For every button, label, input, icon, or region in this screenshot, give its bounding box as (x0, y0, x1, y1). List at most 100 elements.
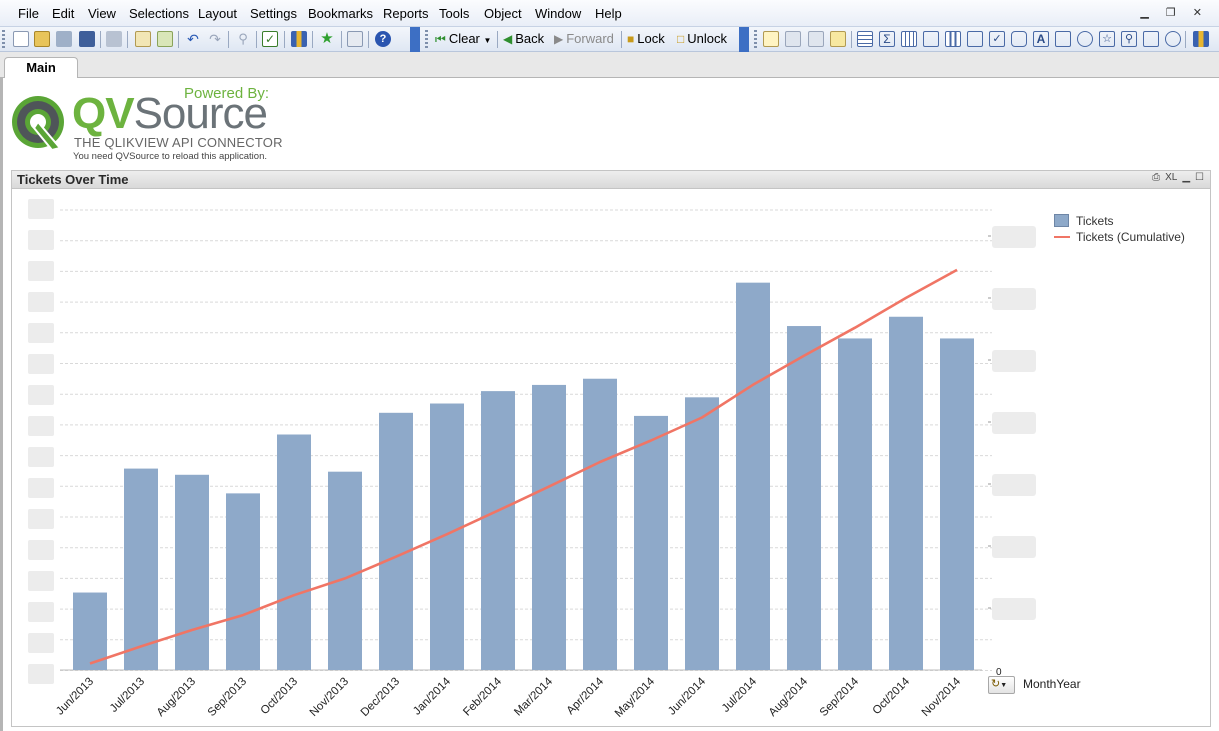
left-axis-label-blurred (28, 602, 54, 622)
x-tick-label: Sep/2013 (206, 676, 249, 719)
left-axis-label-blurred (28, 354, 54, 374)
toolbar-grip[interactable] (754, 30, 757, 49)
slider-object-icon[interactable] (1077, 31, 1093, 47)
bar-oct-2013 (277, 434, 311, 670)
redo-icon[interactable]: ↷ (209, 31, 221, 47)
clear-label: Clear (448, 31, 480, 46)
unlock-icon: □ (677, 32, 685, 46)
help-icon[interactable]: ? (375, 31, 391, 47)
input-box-icon[interactable] (967, 31, 983, 47)
table-box-icon[interactable] (901, 31, 917, 47)
current-selections-icon[interactable]: ✓ (262, 31, 278, 47)
promote-sheet-icon[interactable] (785, 31, 801, 47)
x-tick-label: Jun/2013 (54, 676, 96, 718)
new-document-icon[interactable] (13, 31, 29, 47)
reload-icon[interactable] (56, 31, 72, 47)
legend-item-tickets: Tickets (1054, 213, 1185, 229)
right-axis-zero-label: 0 (996, 667, 1002, 678)
forward-button[interactable]: ▶ Forward (554, 31, 614, 46)
bar-jan-2014 (430, 403, 464, 670)
container-object-icon[interactable] (1143, 31, 1159, 47)
multi-box-icon[interactable] (923, 31, 939, 47)
toolbar-grip[interactable] (425, 30, 428, 49)
clear-button[interactable]: ⏮ Clear ▼ (435, 31, 491, 47)
menu-help[interactable]: Help (595, 6, 622, 21)
toolbar-overflow-dropdown[interactable] (739, 27, 749, 52)
chart-body[interactable]: Jun/2013 Jul/2013 Aug/2013 Sep/2013 Oct/2013… (11, 189, 1211, 727)
toolbar-separator (621, 31, 622, 48)
chart-icon[interactable] (945, 31, 961, 47)
menu-selections[interactable]: Selections (129, 6, 189, 21)
design-grid-icon[interactable] (1193, 31, 1209, 47)
reload-data-icon[interactable] (157, 31, 173, 47)
undo-icon[interactable]: ↶ (187, 31, 199, 47)
back-button[interactable]: ◀ Back (503, 31, 544, 46)
window-controls[interactable]: ▁ ❐ ✕ (1140, 7, 1209, 19)
save-icon[interactable] (79, 31, 95, 47)
menu-file[interactable]: File (18, 6, 39, 21)
new-sheet-icon[interactable] (763, 31, 779, 47)
demote-sheet-icon[interactable] (808, 31, 824, 47)
toolbar-separator (228, 31, 229, 48)
cycle-icon: ↻ (991, 678, 1001, 690)
print-object-icon[interactable]: ⎙ (1152, 172, 1161, 183)
back-arrow-icon: ◀ (503, 32, 513, 46)
menu-settings[interactable]: Settings (250, 6, 297, 21)
legend-line-swatch (1054, 236, 1070, 238)
edit-script-icon[interactable] (135, 31, 151, 47)
left-axis-label-blurred (28, 292, 54, 312)
current-selections-box-icon[interactable]: ✓ (989, 31, 1005, 47)
line-arrow-object-icon[interactable] (1055, 31, 1071, 47)
tab-main[interactable]: Main (4, 57, 78, 79)
unlock-button[interactable]: □ Unlock (677, 31, 727, 46)
brand-source: Source (133, 89, 268, 138)
edit-report-icon[interactable] (347, 31, 363, 47)
statistics-box-icon[interactable]: Σ (879, 31, 895, 47)
toolbar-overflow-dropdown[interactable] (410, 27, 420, 52)
toolbar-separator (284, 31, 285, 48)
chart-svg: Jun/2013 Jul/2013 Aug/2013 Sep/2013 Oct/2013… (28, 199, 1036, 720)
unlock-label: Unlock (687, 31, 727, 46)
left-axis-label-blurred (28, 385, 54, 405)
toolbar-separator (341, 31, 342, 48)
lock-button[interactable]: ■ Lock (627, 31, 665, 46)
bookmark-star-icon[interactable]: ★ (320, 30, 334, 47)
maximize-object-icon[interactable]: ☐ (1195, 172, 1204, 183)
toolbar-grip[interactable] (2, 30, 5, 49)
x-tick-label: Jul/2013 (108, 676, 147, 715)
menu-bar: File Edit View Selections Layout Settings Book… (0, 0, 1219, 27)
cumulative-line (89, 268, 958, 665)
bookmark-object-icon[interactable]: ☆ (1099, 31, 1115, 47)
search-icon[interactable]: ⚲ (238, 31, 248, 46)
print-icon[interactable] (106, 31, 122, 47)
left-axis-label-blurred (28, 447, 54, 467)
open-folder-icon[interactable] (34, 31, 50, 47)
x-tick-label: Aug/2014 (767, 675, 811, 719)
cycle-dimension-button[interactable]: ↻▼ (988, 676, 1015, 694)
menu-edit[interactable]: Edit (52, 6, 75, 21)
chart-wizard-icon[interactable] (291, 31, 307, 47)
menu-reports[interactable]: Reports (383, 6, 429, 21)
send-to-excel-icon[interactable]: XL (1165, 172, 1178, 183)
x-tick-label: Feb/2014 (461, 675, 504, 718)
minimize-object-icon[interactable]: ▁ (1182, 172, 1191, 183)
menu-tools[interactable]: Tools (439, 6, 470, 21)
search-object-icon[interactable]: ⚲ (1121, 31, 1137, 47)
left-axis-label-blurred (28, 664, 54, 684)
left-axis-label-blurred (28, 509, 54, 529)
button-object-icon[interactable] (1011, 31, 1027, 47)
menu-view[interactable]: View (88, 6, 116, 21)
menu-layout[interactable]: Layout (198, 6, 238, 21)
menu-window[interactable]: Window (535, 6, 582, 21)
server-object-icon[interactable] (1165, 31, 1181, 47)
menu-object[interactable]: Object (484, 6, 522, 21)
chart-caption-bar[interactable]: Tickets Over Time ⎙ XL ▁ ☐ (11, 170, 1211, 189)
x-tick-label: Apr/2014 (565, 675, 607, 717)
sheet-properties-icon[interactable] (830, 31, 846, 47)
powered-by-text: Powered By: (184, 85, 270, 102)
list-box-icon[interactable] (857, 31, 873, 47)
text-object-icon[interactable]: A (1033, 31, 1049, 47)
brand-qv: QV (72, 89, 135, 138)
menu-bookmarks[interactable]: Bookmarks (308, 6, 374, 21)
dimension-label: MonthYear (1023, 677, 1081, 691)
